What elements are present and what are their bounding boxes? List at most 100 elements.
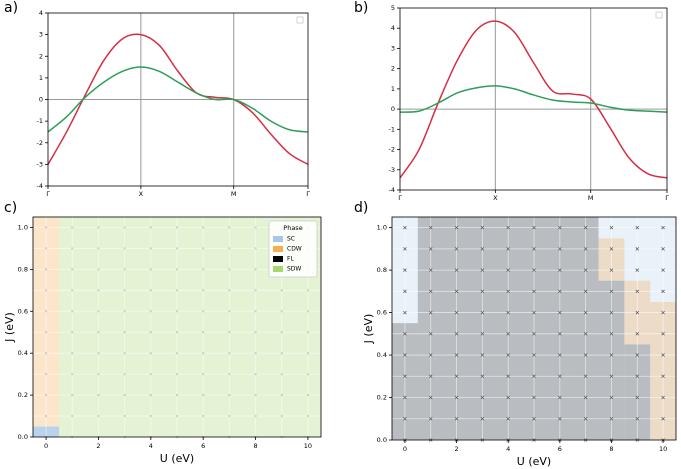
grid-point-marker — [661, 289, 665, 294]
grid-point-marker — [201, 247, 205, 250]
grid-point-marker — [532, 417, 536, 421]
grid-point-marker — [480, 268, 485, 272]
grid-point-marker — [609, 395, 614, 400]
grid-point-marker — [609, 268, 614, 272]
grid-point-marker — [228, 331, 231, 334]
y-tick-label: 0.8 — [377, 266, 387, 274]
panel-label-b: b) — [354, 0, 369, 16]
grid-point-marker — [201, 226, 205, 229]
grid-point-marker — [71, 289, 74, 292]
panel-label-c: c) — [4, 200, 18, 216]
grid-point-marker — [454, 332, 459, 336]
y-axis-label: J (eV) — [362, 314, 375, 345]
grid-point-marker — [558, 225, 562, 230]
grid-point-marker — [228, 247, 231, 250]
x-tick-label: 2 — [454, 445, 458, 453]
grid-point-marker — [558, 395, 562, 400]
grid-point-marker — [280, 393, 283, 397]
grid-point-marker — [254, 331, 257, 334]
grid-point-marker — [201, 414, 205, 418]
grid-point-marker — [635, 395, 640, 400]
grid-point-marker — [175, 310, 179, 313]
grid-point-marker — [454, 247, 459, 251]
grid-point-marker — [123, 351, 126, 355]
grid-point-marker — [280, 351, 283, 355]
x-axis-label: U (eV) — [517, 455, 551, 468]
grid-point-marker — [428, 247, 433, 251]
y-tick-label: 0.6 — [377, 309, 387, 317]
grid-point-marker — [661, 225, 665, 230]
grid-point-marker — [123, 247, 126, 250]
x-tick-label: 4 — [149, 442, 153, 450]
grid-point-marker — [44, 310, 48, 313]
grid-point-marker — [175, 289, 179, 292]
y-tick-label: -2 — [37, 139, 43, 147]
grid-point-marker — [480, 225, 485, 230]
grid-point-marker — [558, 353, 562, 357]
grid-point-marker — [228, 310, 231, 313]
y-tick-label: -4 — [37, 182, 43, 190]
grid-point-marker — [97, 393, 100, 397]
x-tick-label: 2 — [96, 442, 100, 450]
grid-point-marker — [175, 268, 179, 271]
series-line-red — [399, 20, 668, 179]
x-tick-label: 6 — [558, 445, 562, 453]
grid-point-marker — [583, 310, 588, 315]
grid-point-marker — [97, 414, 100, 418]
grid-point-marker — [558, 268, 562, 272]
y-tick-label: -3 — [37, 160, 43, 168]
grid-point-marker — [44, 372, 48, 376]
grid-point-marker — [661, 395, 665, 400]
grid-point-marker — [44, 247, 48, 250]
y-axis-label: J (eV) — [3, 312, 16, 343]
y-tick-label: 0.2 — [18, 391, 28, 399]
grid-point-marker — [403, 247, 407, 251]
grid-point-marker — [175, 331, 179, 334]
panel-label-d: d) — [354, 200, 369, 216]
grid-point-marker — [201, 393, 205, 397]
grid-point-marker — [149, 268, 153, 271]
legend-swatch-fl — [273, 256, 283, 262]
grid-point-marker — [149, 331, 153, 334]
y-tick-label: 0.0 — [377, 436, 387, 444]
grid-point-marker — [480, 289, 485, 294]
y-tick-label: 1 — [39, 74, 43, 82]
grid-point-marker — [583, 417, 588, 421]
grid-point-marker — [583, 247, 588, 251]
grid-point-marker — [609, 374, 614, 379]
grid-point-marker — [71, 226, 74, 229]
y-tick-label: 0.2 — [377, 394, 387, 402]
grid-point-marker — [428, 268, 433, 272]
grid-point-marker — [532, 374, 536, 379]
grid-point-marker — [428, 225, 433, 230]
series-line-green — [399, 85, 668, 113]
grid-point-marker — [454, 417, 459, 421]
grid-point-marker — [97, 268, 100, 271]
grid-point-marker — [454, 289, 459, 294]
grid-point-marker — [201, 331, 205, 334]
grid-point-marker — [123, 289, 126, 292]
grid-point-marker — [532, 332, 536, 336]
grid-point-marker — [149, 226, 153, 229]
x-tick-label: M — [588, 194, 594, 202]
x-axis-label: U (eV) — [160, 452, 194, 465]
grid-point-marker — [558, 247, 562, 251]
grid-point-marker — [254, 414, 257, 418]
grid-point-marker — [583, 268, 588, 272]
y-tick-label: 1.0 — [377, 224, 387, 232]
legend-box — [655, 11, 663, 19]
grid-point-marker — [454, 268, 459, 272]
grid-point-marker — [44, 414, 48, 418]
grid-point-marker — [44, 331, 48, 334]
y-tick-label: 0 — [39, 96, 43, 104]
grid-point-marker — [228, 393, 231, 397]
grid-point-marker — [532, 353, 536, 357]
grid-point-marker — [149, 310, 153, 313]
y-tick-label: -1 — [37, 117, 43, 125]
x-tick-label: 8 — [609, 445, 613, 453]
grid-point-marker — [175, 247, 179, 250]
grid-point-marker — [228, 289, 231, 292]
x-tick-label: 6 — [201, 442, 205, 450]
y-tick-label: 2 — [39, 52, 43, 60]
